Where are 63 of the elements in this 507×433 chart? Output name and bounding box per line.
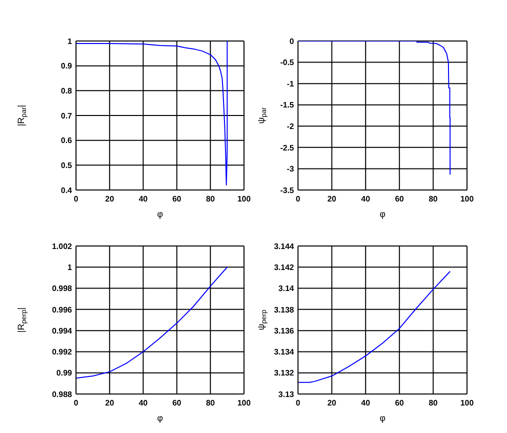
x-tick-label: 100 — [460, 194, 474, 204]
x-axis-title: φ — [380, 209, 386, 219]
y-tick-label: -3 — [286, 164, 295, 174]
x-axis-title: φ — [157, 209, 164, 219]
y-tick-label: 0.988 — [52, 390, 73, 399]
y-tick-label: 3.144 — [274, 242, 295, 251]
y-tick-label: 0.994 — [52, 326, 73, 336]
x-tick-label: 60 — [172, 398, 182, 408]
x-tick-label: 100 — [237, 398, 252, 408]
x-tick-label: 40 — [361, 194, 371, 204]
y-tick-label: 3.138 — [274, 305, 295, 314]
y-tick-label: 0.4 — [60, 186, 73, 195]
x-tick-label: 40 — [138, 194, 148, 204]
x-tick-label: 80 — [206, 398, 216, 408]
y-tick-label: 3.132 — [274, 368, 295, 378]
x-tick-label: 60 — [394, 398, 404, 408]
y-tick-label: 3.136 — [274, 326, 295, 336]
x-tick-label: 40 — [361, 398, 371, 408]
x-axis-title: φ — [157, 413, 164, 423]
y-tick-label: 0.996 — [52, 305, 73, 314]
x-tick-label: 20 — [105, 398, 115, 408]
y-tick-label: 0 — [290, 36, 295, 46]
y-tick-label: 0.99 — [56, 368, 73, 378]
y-tick-label: 0.8 — [60, 86, 73, 96]
y-tick-label: 1.002 — [52, 242, 73, 251]
x-tick-label: 0 — [296, 398, 301, 408]
y-tick-label: -0.5 — [280, 58, 295, 68]
x-tick-label: 20 — [327, 398, 337, 408]
y-tick-label: -1 — [286, 79, 295, 88]
x-tick-label: 60 — [394, 194, 404, 204]
x-tick-label: 0 — [74, 194, 79, 204]
x-tick-label: 0 — [74, 398, 79, 408]
x-tick-label: 80 — [428, 398, 438, 408]
x-tick-label: 80 — [206, 194, 216, 204]
y-tick-label: 1 — [68, 262, 73, 272]
y-tick-label: 1 — [68, 36, 73, 46]
x-tick-label: 20 — [105, 194, 115, 204]
y-tick-label: 3.14 — [278, 284, 295, 294]
x-axis-title: φ — [380, 413, 386, 423]
x-tick-label: 100 — [237, 194, 252, 204]
y-tick-label: -1.5 — [280, 100, 295, 110]
y-tick-label: 3.13 — [278, 390, 295, 399]
x-tick-label: 40 — [138, 398, 148, 408]
y-tick-label: 0.6 — [60, 136, 73, 146]
y-tick-label: -2 — [286, 122, 295, 131]
y-tick-label: 0.992 — [52, 348, 73, 357]
y-tick-label: 0.5 — [60, 161, 73, 170]
y-tick-label: 0.7 — [60, 111, 73, 120]
x-tick-label: 20 — [327, 194, 337, 204]
line-series — [76, 41, 228, 186]
y-tick-label: 3.142 — [274, 262, 295, 272]
y-tick-label: 0.998 — [52, 284, 73, 294]
line-series — [298, 41, 451, 176]
y-tick-label: 3.134 — [274, 348, 295, 357]
y-tick-label: -3.5 — [280, 186, 295, 195]
x-tick-label: 80 — [428, 194, 438, 204]
x-tick-label: 100 — [460, 398, 474, 408]
y-tick-label: -2.5 — [280, 143, 295, 152]
x-tick-label: 0 — [296, 194, 301, 204]
line-series — [76, 266, 228, 379]
x-tick-label: 60 — [172, 194, 182, 204]
y-tick-label: 0.9 — [60, 62, 73, 71]
line-series — [298, 270, 451, 383]
